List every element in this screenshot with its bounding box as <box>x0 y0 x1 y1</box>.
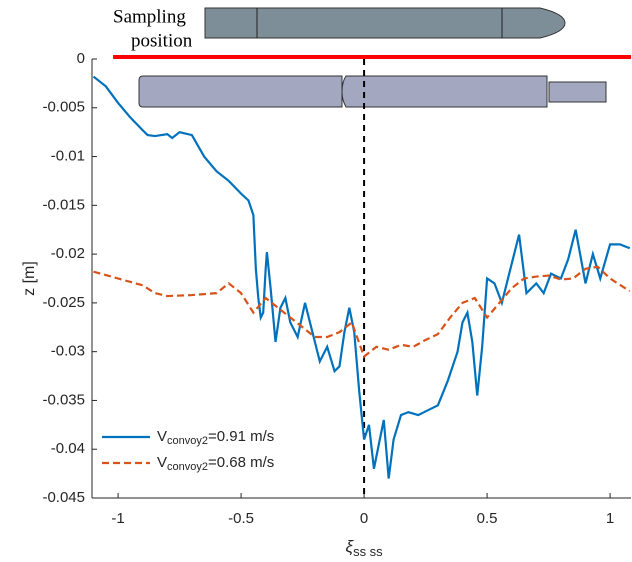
legend-label: Vconvoy2=0.91 m/s <box>157 428 274 447</box>
legend-suffix: =0.68 m/s <box>208 454 274 471</box>
legend-sub: convoy2 <box>167 435 208 447</box>
y-tick-label: -0.02 <box>51 245 85 262</box>
x-tick-label: 0.5 <box>477 510 498 527</box>
x-tick-label: 0 <box>360 510 368 527</box>
y-tick-label: -0.005 <box>42 99 85 116</box>
annotation: position <box>131 30 193 51</box>
x-axis-label: ξss ss <box>345 537 383 559</box>
y-tick-label: -0.03 <box>51 343 85 360</box>
ship-convoy <box>138 75 607 108</box>
y-tick-label: -0.01 <box>51 148 85 165</box>
y-tick-label: -0.045 <box>42 489 85 506</box>
series-line <box>92 75 631 479</box>
series-line <box>93 265 631 359</box>
y-axis-label: z [m] <box>21 261 38 296</box>
legend-label: Vconvoy2=0.68 m/s <box>157 454 274 473</box>
y-tick-label: -0.04 <box>51 440 85 457</box>
y-tick-label: -0.015 <box>42 196 85 213</box>
x-tick-label: -1 <box>111 510 124 527</box>
annotation: Sampling <box>113 6 186 27</box>
ship-top <box>204 7 566 39</box>
x-axis-label-base: ξ <box>345 537 354 556</box>
x-tick-label: 1 <box>606 510 614 527</box>
legend-name: V <box>157 454 167 471</box>
y-tick-label: -0.035 <box>42 391 85 408</box>
legend-box <box>97 423 297 477</box>
legend-suffix: =0.91 m/s <box>208 428 274 445</box>
x-tick-label: -0.5 <box>228 510 254 527</box>
y-tick-label: -0.025 <box>42 294 85 311</box>
legend-sub: convoy2 <box>167 461 208 473</box>
y-tick-label: 0 <box>77 50 85 67</box>
legend-name: V <box>157 428 167 445</box>
x-axis-label-sub: ss ss <box>353 544 383 559</box>
